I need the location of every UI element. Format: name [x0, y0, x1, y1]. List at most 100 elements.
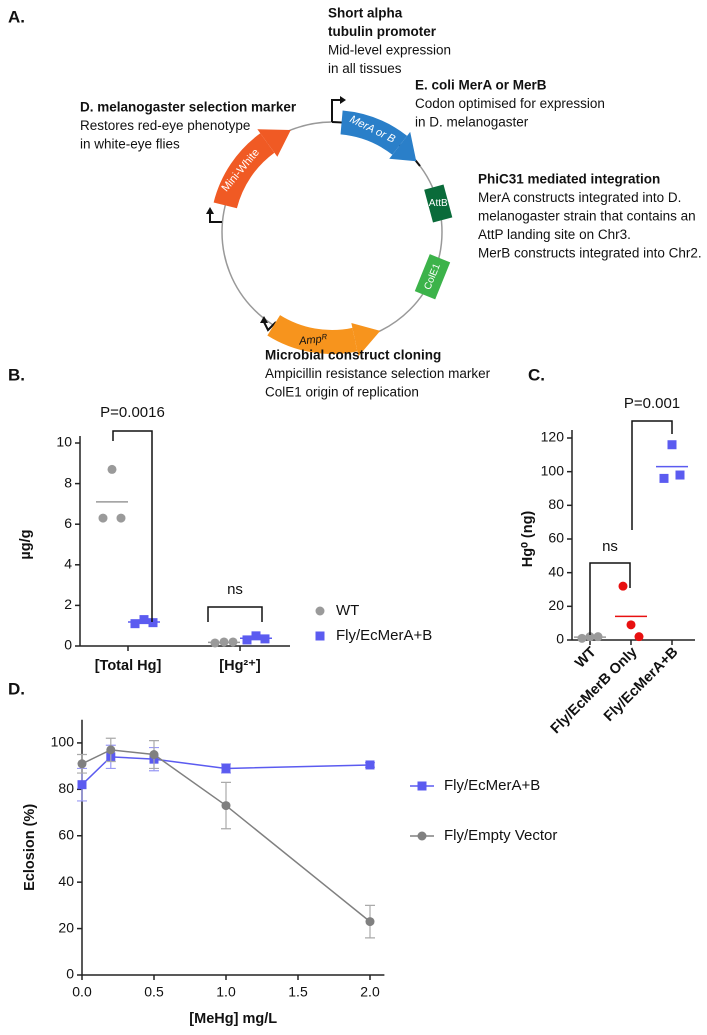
circle-marker — [106, 745, 116, 755]
note-text: MerB constructs integrated into Chr2. — [478, 246, 702, 261]
circle-marker — [221, 801, 231, 811]
note-text: in white-eye flies — [80, 137, 180, 152]
x-tick-label: 2.0 — [360, 984, 380, 1000]
note-text: Codon optimised for expression — [415, 96, 605, 111]
element-box — [414, 254, 451, 300]
circle-marker — [228, 637, 238, 647]
note-heading: Microbial construct cloning — [265, 348, 441, 363]
legend-marker — [417, 831, 427, 841]
square-marker — [251, 631, 261, 641]
y-tick-label: 2 — [64, 596, 72, 612]
y-tick-label: 0 — [66, 966, 74, 982]
y-tick-label: 60 — [548, 530, 564, 546]
circle-marker — [210, 638, 220, 648]
y-tick-label: 6 — [64, 515, 72, 531]
circle-marker — [107, 464, 117, 474]
square-marker — [77, 780, 87, 790]
x-axis-label: [MeHg] mg/L — [189, 1011, 277, 1027]
y-tick-label: 40 — [548, 563, 564, 579]
circle-marker — [219, 637, 229, 647]
gene-arrow-body — [340, 110, 408, 155]
significance-bracket — [207, 606, 263, 622]
note-text: MerA constructs integrated into D. — [478, 190, 681, 205]
x-tick-label: 0.5 — [144, 984, 164, 1000]
circle-marker — [577, 633, 587, 643]
y-tick-label: 8 — [64, 474, 72, 490]
x-tick-label: Fly/EcMerA+B — [601, 644, 682, 725]
circle-marker — [618, 581, 628, 591]
y-axis-label: Hg⁰ (ng) — [520, 511, 536, 568]
note-text: AttP landing site on Chr3. — [478, 227, 631, 242]
circle-marker — [149, 750, 159, 760]
legend-label: WT — [336, 602, 359, 619]
legend-marker — [417, 781, 427, 791]
square-marker — [221, 763, 231, 773]
promoter-arrow — [263, 321, 277, 332]
legend-marker — [315, 606, 325, 616]
panel-label: C. — [528, 365, 545, 384]
significance-bracket — [589, 562, 631, 635]
gene-arrow-head — [351, 322, 381, 357]
y-tick-label: 20 — [548, 597, 564, 613]
promoter-arrow — [209, 212, 222, 223]
y-tick-label: 100 — [51, 734, 75, 750]
y-tick-label: 100 — [541, 462, 565, 478]
panel-label: D. — [8, 679, 25, 698]
promoter-arrow — [331, 99, 343, 122]
significance-label: ns — [227, 581, 243, 598]
note-text: melanogaster strain that contains an — [478, 209, 696, 224]
element-box — [424, 184, 453, 223]
square-marker — [242, 635, 252, 645]
y-tick-label: 120 — [541, 429, 565, 445]
note-heading: E. coli MerA or MerB — [415, 78, 547, 93]
circle-marker — [116, 513, 126, 523]
note-heading: Short alpha — [328, 6, 403, 21]
y-tick-label: 60 — [58, 826, 74, 842]
square-marker — [365, 760, 375, 770]
gene-arrow-head — [257, 129, 291, 157]
gene-arrow-head — [389, 131, 417, 162]
y-tick-label: 80 — [58, 780, 74, 796]
note-text: Mid-level expression — [328, 43, 451, 58]
promoter-arrowhead — [260, 316, 268, 323]
square-marker — [130, 619, 140, 629]
note-heading: D. melanogaster selection marker — [80, 100, 297, 115]
x-tick-label: [Hg²⁺] — [219, 658, 261, 674]
promoter-arrowhead — [206, 207, 214, 214]
square-marker — [148, 618, 158, 628]
square-marker — [675, 470, 685, 480]
y-tick-label: 4 — [64, 556, 72, 572]
square-marker — [139, 615, 149, 625]
x-tick-label: 0.0 — [72, 984, 92, 1000]
y-tick-label: 40 — [58, 873, 74, 889]
promoter-arrowhead — [340, 96, 346, 104]
circle-marker — [98, 513, 108, 523]
x-tick-label: WT — [572, 644, 599, 671]
circle-marker — [77, 759, 87, 769]
circle-marker — [585, 632, 595, 642]
square-marker — [667, 440, 677, 450]
gene-arrow-body — [267, 314, 358, 354]
square-marker — [659, 473, 669, 483]
significance-label: P=0.001 — [624, 395, 680, 412]
significance-label: P=0.0016 — [100, 404, 165, 421]
x-tick-label: 1.0 — [216, 984, 236, 1000]
note-heading: tubulin promoter — [328, 24, 437, 39]
note-text: in D. melanogaster — [415, 115, 529, 130]
circle-marker — [365, 917, 375, 927]
significance-bracket — [631, 420, 673, 530]
y-tick-label: 0 — [556, 631, 564, 647]
note-text: ColE1 origin of replication — [265, 385, 419, 400]
circle-marker — [634, 632, 644, 642]
note-text: in all tissues — [328, 61, 402, 76]
x-tick-label: [Total Hg] — [95, 658, 162, 674]
gene-arrow-body — [213, 133, 275, 209]
y-tick-label: 80 — [548, 496, 564, 512]
square-marker — [260, 634, 270, 644]
note-text: Restores red-eye phenotype — [80, 118, 250, 133]
note-heading: PhiC31 mediated integration — [478, 172, 660, 187]
y-tick-label: 10 — [56, 434, 72, 450]
y-tick-label: 20 — [58, 919, 74, 935]
panel-label: B. — [8, 365, 25, 384]
